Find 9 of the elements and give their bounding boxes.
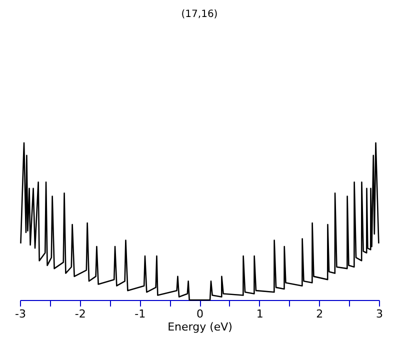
chart-title: (17,16) <box>181 9 218 20</box>
x-tick-label: -1 <box>134 308 146 320</box>
x-tick-label: -2 <box>74 308 86 320</box>
x-axis-title: Energy (eV) <box>168 320 232 334</box>
x-tick-label: -3 <box>15 308 26 320</box>
x-tick-label: 2 <box>316 308 324 320</box>
x-tick-label: 1 <box>256 308 264 320</box>
x-tick-label: 0 <box>196 308 204 320</box>
x-tick-label: 3 <box>376 308 383 320</box>
